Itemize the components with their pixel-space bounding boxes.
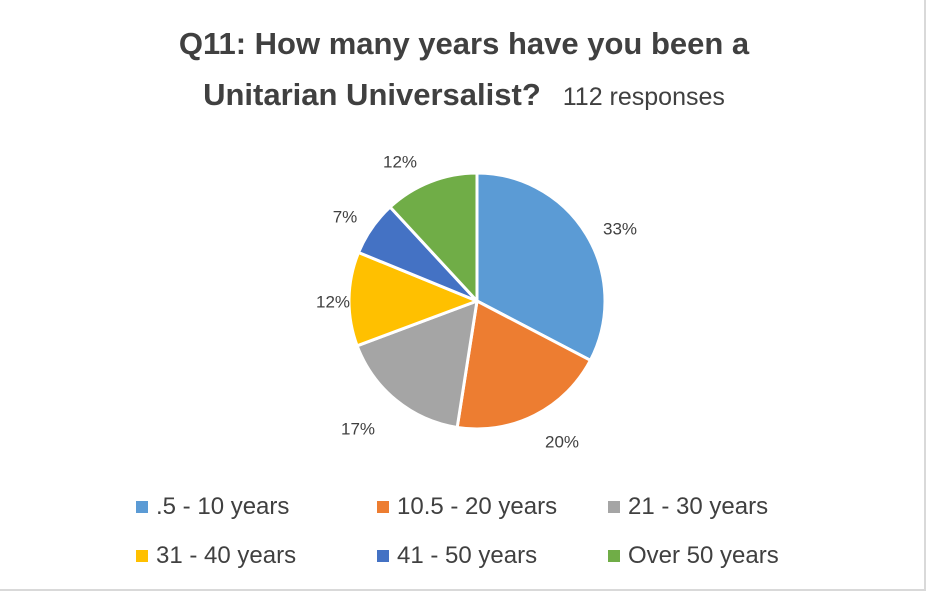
pie-slice: [388, 171, 479, 303]
chart-title-line2: Unitarian Universalist? 112 responses: [0, 77, 928, 113]
chart-title-line1: Q11: How many years have you been a: [178, 26, 750, 61]
pie-slice: [355, 299, 479, 429]
data-label: 12%: [316, 292, 350, 311]
pie-slice: [347, 250, 479, 348]
pie-slice: [475, 171, 607, 362]
data-label: 12%: [383, 152, 417, 171]
data-label: 33%: [603, 219, 637, 238]
chart-title-line2-text: Unitarian Universalist?: [203, 77, 541, 112]
chart-subtitle: 112 responses: [562, 83, 725, 111]
data-label: 20%: [545, 432, 579, 451]
pie-slice: [455, 299, 592, 431]
data-label: 17%: [341, 419, 375, 438]
data-label: 7%: [333, 207, 358, 226]
